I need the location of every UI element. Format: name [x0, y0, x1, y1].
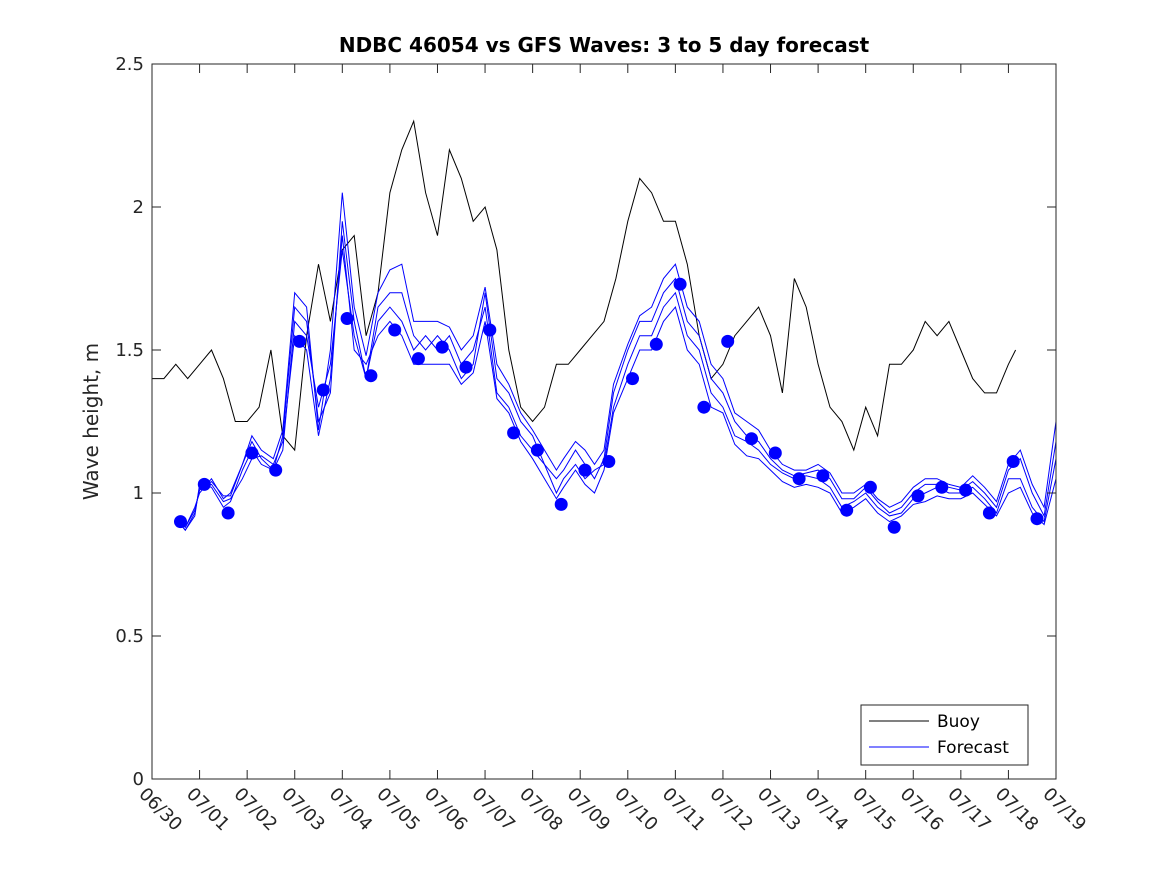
forecast-marker: [673, 277, 687, 291]
forecast-series-line-1: [177, 249, 1056, 532]
forecast-marker: [245, 446, 259, 460]
forecast-marker: [935, 480, 949, 494]
forecast-marker: [507, 426, 521, 440]
y-tick-label: 2: [133, 197, 144, 218]
forecast-marker: [982, 506, 996, 520]
forecast-marker: [293, 334, 306, 348]
forecast-marker: [1006, 455, 1020, 468]
forecast-marker: [745, 432, 758, 446]
forecast-marker: [1030, 512, 1044, 526]
forecast-marker: [530, 443, 544, 457]
forecast-marker: [197, 477, 211, 491]
forecast-marker: [626, 372, 639, 386]
y-tick-label: 1.5: [115, 340, 144, 361]
buoy-series-line: [152, 119, 1017, 452]
plot-frame: [151, 63, 1057, 780]
chart-title: NDBC 46054 vs GFS Waves: 3 to 5 day fore…: [339, 33, 870, 57]
legend-buoy-label: Buoy: [937, 712, 980, 732]
forecast-marker: [578, 463, 592, 477]
forecast-marker: [602, 455, 616, 468]
forecast-marker: [863, 480, 877, 494]
forecast-marker: [768, 446, 782, 460]
forecast-marker: [649, 337, 663, 351]
y-tick-label: 1: [133, 483, 144, 504]
legend: Buoy Forecast: [860, 704, 1029, 766]
forecast-marker: [221, 506, 235, 520]
forecast-marker: [435, 340, 449, 354]
legend-forecast-label: Forecast: [937, 738, 1009, 758]
forecast-marker: [554, 497, 568, 511]
forecast-marker: [364, 369, 378, 383]
forecast-marker: [174, 515, 187, 529]
forecast-marker: [388, 323, 402, 337]
forecast-marker: [340, 312, 354, 325]
forecast-marker: [959, 483, 973, 497]
forecast-marker: [887, 520, 901, 534]
forecast-series-line-2: [177, 221, 1056, 529]
forecast-marker: [721, 334, 735, 348]
series-layer: [152, 119, 1056, 534]
forecast-marker: [697, 400, 711, 414]
forecast-marker: [483, 323, 497, 337]
y-axis-label: Wave height, m: [79, 343, 103, 500]
forecast-marker: [411, 352, 425, 366]
forecast-marker: [840, 503, 854, 517]
forecast-marker: [459, 360, 473, 374]
forecast-series-line-4: [177, 192, 1056, 529]
y-tick-label: 0.5: [115, 626, 144, 647]
forecast-series-line-3: [177, 235, 1056, 532]
forecast-marker: [316, 383, 330, 397]
forecast-marker: [792, 472, 806, 486]
forecast-marker: [911, 489, 925, 503]
legend-box: [860, 704, 1029, 766]
forecast-marker: [816, 469, 830, 483]
y-tick-label: 0: [133, 769, 144, 790]
y-tick-label: 2.5: [115, 54, 144, 75]
forecast-marker: [269, 463, 283, 477]
